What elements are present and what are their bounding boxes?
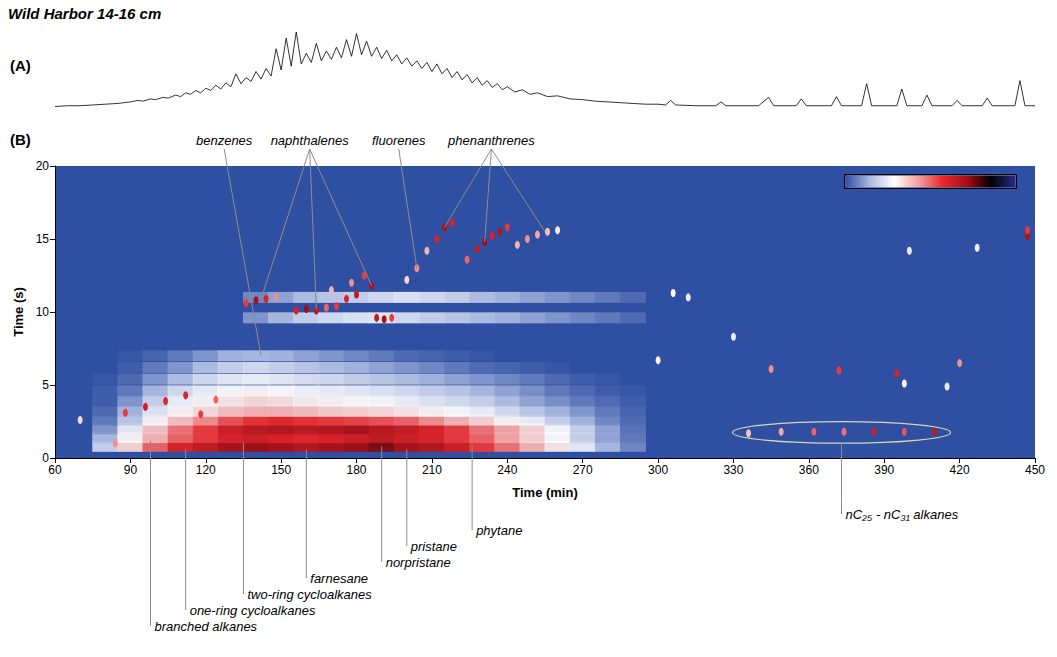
svg-text:20: 20 (36, 159, 50, 173)
svg-text:benzenes: benzenes (196, 133, 253, 148)
svg-text:60: 60 (48, 463, 62, 477)
svg-text:Time (s): Time (s) (11, 287, 26, 337)
svg-text:naphthalenes: naphthalenes (271, 133, 350, 148)
svg-text:210: 210 (422, 463, 442, 477)
svg-text:90: 90 (124, 463, 138, 477)
svg-text:branched alkanes: branched alkanes (154, 619, 257, 634)
svg-text:300: 300 (648, 463, 668, 477)
svg-text:phenanthrenes: phenanthrenes (447, 133, 535, 148)
svg-text:one-ring cycloalkanes: one-ring cycloalkanes (190, 603, 316, 618)
svg-text:450: 450 (1025, 463, 1045, 477)
svg-text:(A): (A) (10, 57, 31, 74)
svg-text:5: 5 (42, 378, 49, 392)
svg-text:phytane: phytane (475, 523, 522, 538)
svg-text:two-ring cycloalkanes: two-ring cycloalkanes (247, 587, 372, 602)
svg-text:Wild Harbor 14-16 cm: Wild Harbor 14-16 cm (8, 5, 161, 22)
svg-text:farnesane: farnesane (310, 571, 368, 586)
svg-text:330: 330 (723, 463, 743, 477)
svg-text:10: 10 (36, 305, 50, 319)
svg-text:270: 270 (573, 463, 593, 477)
svg-text:nC₂₅ - nC₃₁ alkanes: nC₂₅ - nC₃₁ alkanes (846, 507, 959, 522)
svg-text:120: 120 (196, 463, 216, 477)
svg-text:norpristane: norpristane (386, 555, 451, 570)
svg-text:150: 150 (271, 463, 291, 477)
svg-text:pristane: pristane (410, 539, 457, 554)
svg-text:240: 240 (497, 463, 517, 477)
svg-text:390: 390 (874, 463, 894, 477)
svg-text:Time (min): Time (min) (512, 485, 578, 500)
svg-text:15: 15 (36, 232, 50, 246)
svg-text:0: 0 (42, 451, 49, 465)
svg-text:360: 360 (799, 463, 819, 477)
svg-text:420: 420 (950, 463, 970, 477)
svg-text:(B): (B) (10, 131, 31, 148)
svg-text:fluorenes: fluorenes (372, 133, 426, 148)
svg-text:180: 180 (347, 463, 367, 477)
